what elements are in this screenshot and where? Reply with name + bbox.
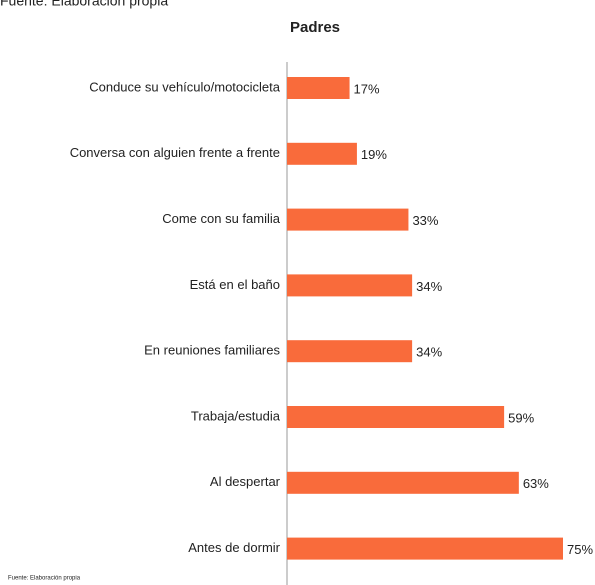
bar: [287, 471, 519, 494]
data-label: 59%: [508, 410, 534, 425]
category-label: Trabaja/estudia: [191, 408, 281, 423]
data-label: 75%: [567, 542, 593, 557]
bar: [287, 406, 505, 428]
bar: [287, 142, 357, 165]
category-label: En reuniones familiares: [144, 343, 280, 358]
bar: [287, 77, 350, 99]
category-label: Come con su familia: [162, 211, 281, 226]
category-label: Conduce su vehículo/motocicleta: [89, 79, 281, 94]
data-label: 33%: [412, 213, 438, 228]
category-label: Conversa con alguien frente a frente: [70, 145, 280, 160]
bar: [287, 340, 413, 363]
data-label: 17%: [354, 81, 380, 96]
category-label: Al despertar: [210, 474, 281, 489]
source: Fuente: Elaboración propia: [8, 576, 81, 582]
data-label: 63%: [523, 476, 549, 491]
category-label: Está en el baño: [190, 277, 280, 292]
category-label: Antes de dormir: [188, 540, 280, 555]
data-label: 34%: [416, 279, 442, 294]
bar: [287, 274, 413, 297]
source-top: Fuente: Elaboración propia: [0, 0, 168, 9]
chart-title: Padres: [290, 19, 340, 36]
bar: [287, 537, 563, 560]
data-label: 34%: [416, 345, 442, 360]
data-label: 19%: [361, 147, 387, 162]
bar: [287, 208, 409, 231]
